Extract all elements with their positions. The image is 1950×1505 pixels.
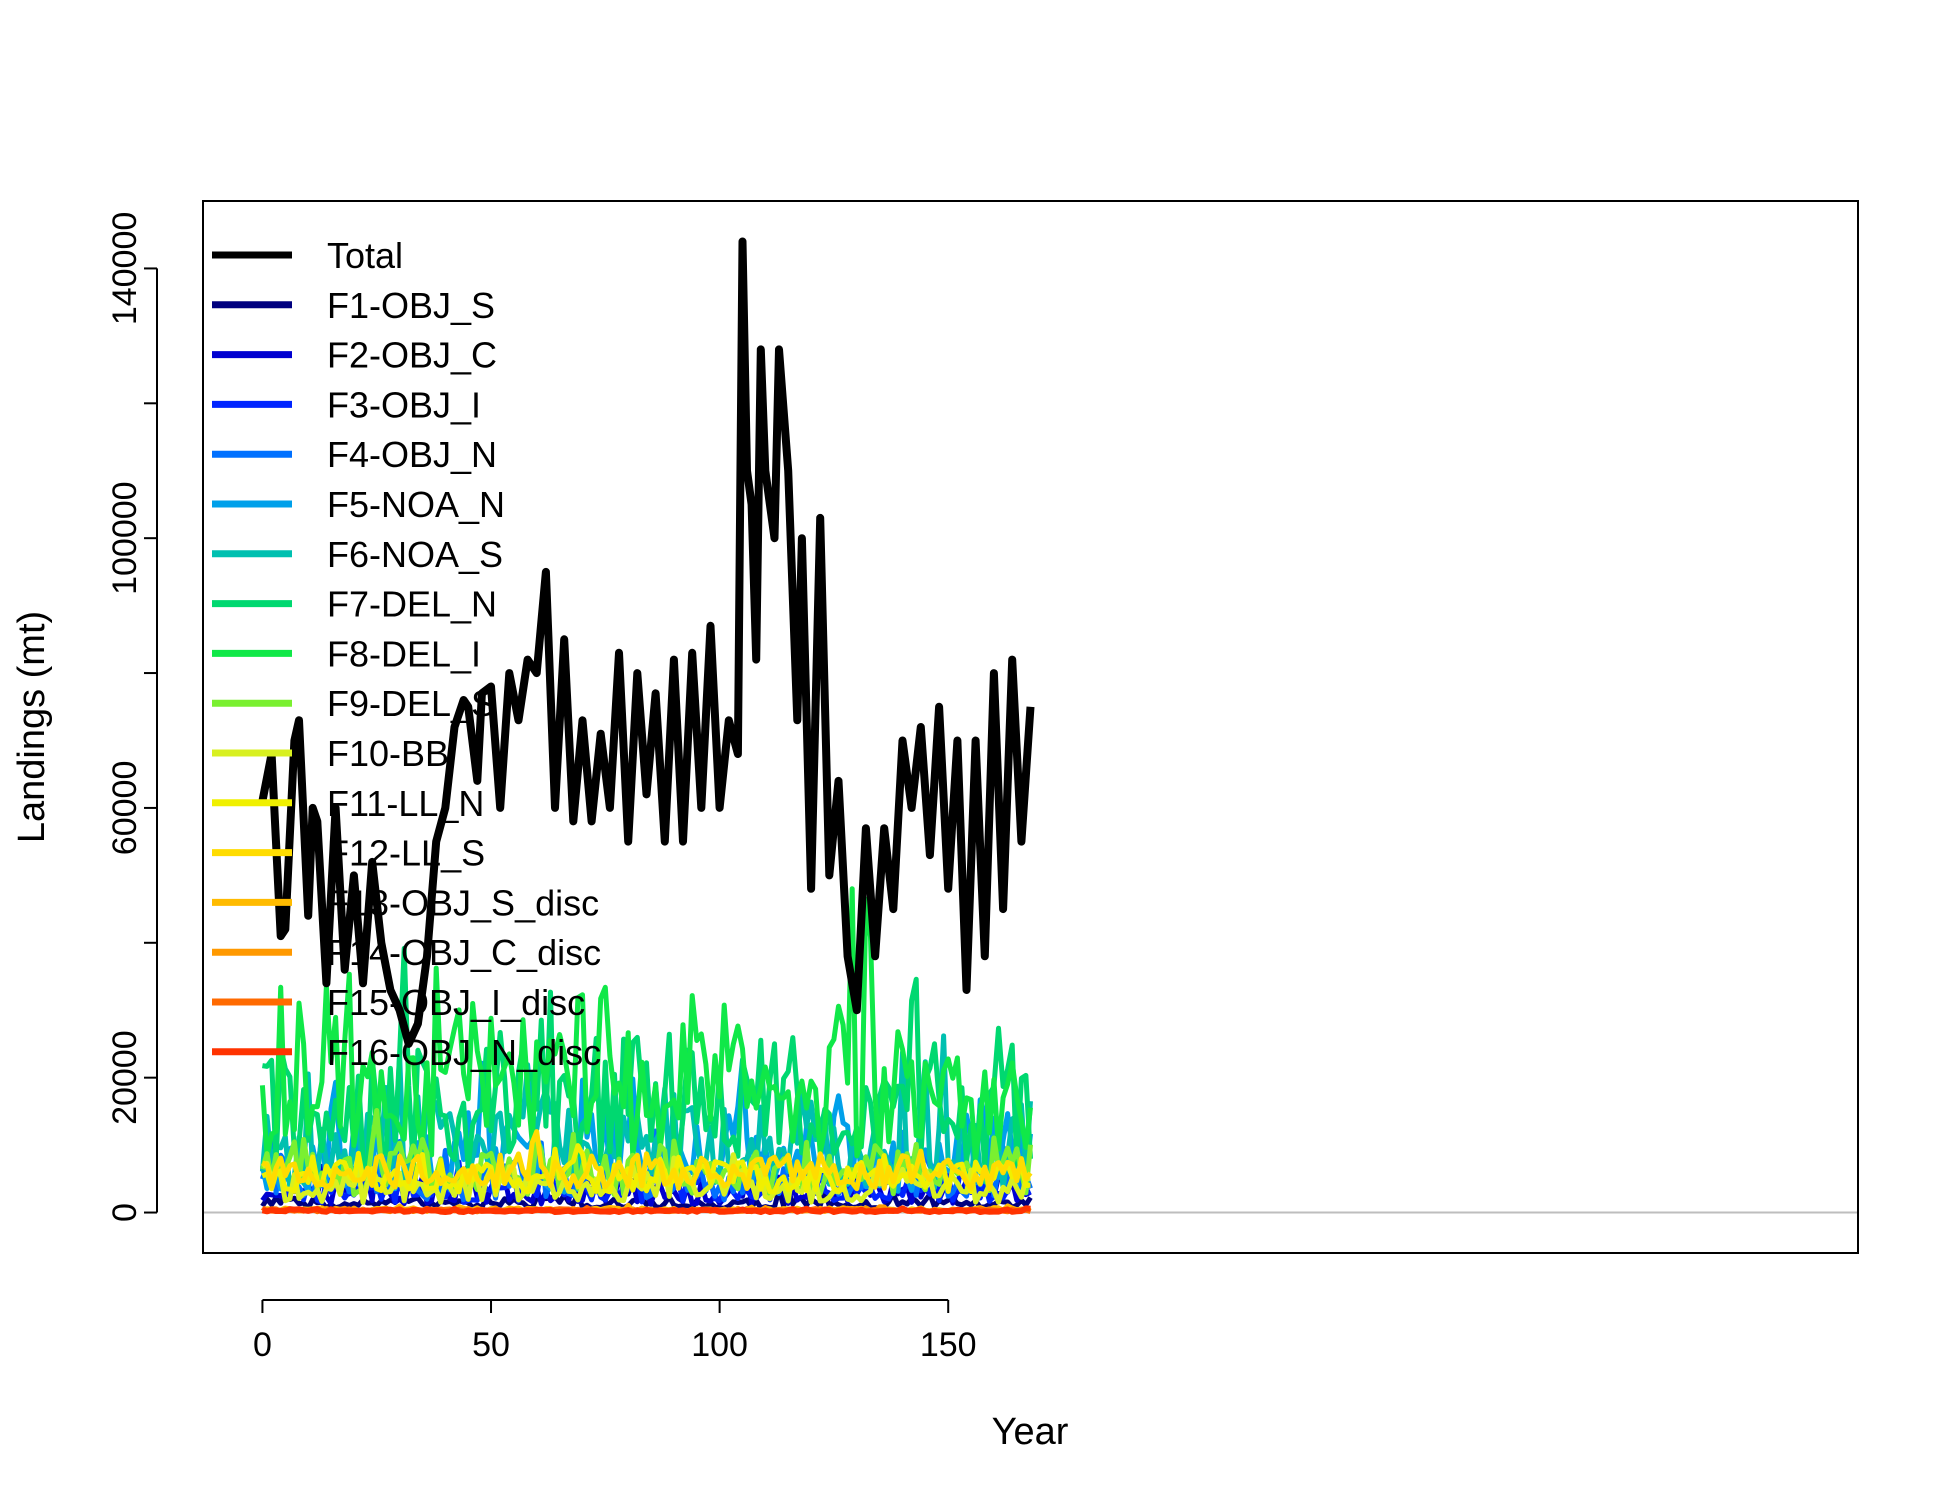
y-tick-label: 60000 (106, 761, 144, 856)
legend-label-f6-noa-s: F6-NOA_S (327, 534, 503, 575)
y-tick-label: 20000 (106, 1030, 144, 1125)
y-tick-label: 0 (106, 1203, 144, 1222)
y-tick-label: 140000 (106, 212, 144, 325)
legend-label-f8-del-i: F8-DEL_I (327, 633, 481, 674)
legend-label-f2-obj-c: F2-OBJ_C (327, 335, 497, 376)
y-axis: 0 20000 60000 100000 140000 (106, 212, 158, 1222)
x-axis-label: Year (992, 1411, 1069, 1453)
legend-label-f12-ll-s: F12-LL_S (327, 833, 485, 874)
x-axis: 0 50 100 150 (253, 1299, 977, 1364)
x-tick-label: 0 (253, 1326, 272, 1364)
legend-label-f11-ll-n: F11-LL_N (327, 783, 484, 824)
legend-label-f15-obj-i-disc: F15-OBJ_I_disc (327, 982, 585, 1023)
x-tick-label: 50 (472, 1326, 510, 1364)
plot-frame (202, 200, 1859, 1254)
legend-label-f1-obj-s: F1-OBJ_S (327, 285, 495, 326)
legend-label-f13-obj-s-disc: F13-OBJ_S_disc (327, 882, 599, 923)
legend-label-f3-obj-i: F3-OBJ_I (327, 384, 481, 425)
legend-label-f4-obj-n: F4-OBJ_N (327, 434, 497, 475)
series-line-f16-obj-n-disc (261, 1205, 1031, 1215)
legend-label-total: Total (327, 235, 403, 276)
legend-label-f5-noa-n: F5-NOA_N (327, 484, 505, 525)
legend-label-f7-del-n: F7-DEL_N (327, 584, 497, 625)
legend-label-f10-bb: F10-BB (327, 733, 449, 774)
series-line-f12-ll-s (261, 1129, 1033, 1192)
legend-label-f9-del-s: F9-DEL_S (327, 683, 495, 724)
legend-label-f14-obj-c-disc: F14-OBJ_C_disc (327, 932, 601, 973)
y-tick-label: 100000 (106, 481, 144, 594)
series-line-total (258, 237, 1035, 1048)
series-line-f10-bb (260, 1152, 1031, 1205)
y-axis-label: Landings (mt) (11, 611, 53, 843)
series-lines-layer (258, 237, 1035, 1215)
series-line-f7-del-n (261, 945, 1033, 1173)
legend-label-f16-obj-n-disc: F16-OBJ_N_disc (327, 1032, 601, 1073)
x-tick-label: 100 (691, 1326, 748, 1364)
legend: Total F1-OBJ_S F2-OBJ_C F3-OBJ_I F4-OBJ_N F5-… (212, 235, 601, 1073)
x-tick-label: 150 (920, 1326, 977, 1364)
series-line-f8-del-i (259, 886, 1033, 1161)
series-line-f1-obj-s (260, 1187, 1033, 1211)
